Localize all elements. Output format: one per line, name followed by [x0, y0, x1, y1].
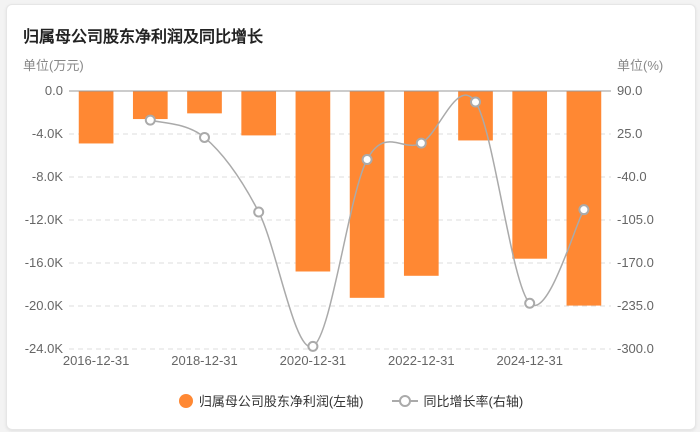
- left-tick-label: -24.0K: [25, 341, 64, 356]
- legend-label: 归属母公司股东净利润(左轴): [198, 394, 364, 409]
- right-tick-label: -300.0: [617, 341, 654, 356]
- bar: [132, 91, 168, 120]
- growth-point: [253, 206, 265, 218]
- x-tick-label: 2020-12-31: [280, 353, 347, 368]
- growth-point: [144, 114, 156, 126]
- left-tick-label: -12.0K: [25, 212, 64, 227]
- growth-point: [307, 340, 319, 352]
- chart-title: 归属母公司股东净利润及同比增长: [23, 29, 264, 46]
- chart-svg: 0.0 90.0 -4.0K 25.0 -8.0K -40.0 -12.0K -105.0 -1…: [25, 83, 654, 368]
- growth-point: [470, 96, 481, 108]
- bar: [295, 91, 331, 272]
- bar: [78, 91, 114, 144]
- bar: [512, 91, 548, 259]
- left-tick-label: -16.0K: [25, 255, 64, 270]
- growth-point: [361, 154, 373, 166]
- growth-point: [578, 204, 590, 216]
- legend-line-swatch-icon: [391, 394, 418, 407]
- right-axis-unit: 单位(%): [617, 58, 664, 73]
- bar: [566, 91, 602, 306]
- growth-point: [199, 131, 210, 143]
- bar: [403, 91, 439, 276]
- x-tick-label: 2024-12-31: [496, 353, 563, 368]
- legend: 归属母公司股东净利润(左轴) 同比增长率(右轴): [7, 391, 695, 410]
- right-tick-label: -40.0: [617, 169, 647, 184]
- x-tick-label: 2022-12-31: [388, 353, 455, 368]
- x-tick-label: 2018-12-31: [171, 353, 238, 368]
- left-axis-unit: 单位(万元): [23, 58, 84, 73]
- legend-label: 同比增长率(右轴): [423, 394, 524, 409]
- right-tick-label: -105.0: [617, 212, 654, 227]
- right-tick-label: 90.0: [617, 83, 642, 98]
- left-tick-label: -4.0K: [32, 126, 63, 141]
- bar: [187, 91, 222, 114]
- growth-point: [415, 137, 427, 149]
- chart-card: 归属母公司股东净利润及同比增长 单位(万元) 单位(%) 0.0 90.0 -4.0…: [6, 4, 696, 430]
- legend-bar-swatch-icon: [178, 393, 193, 408]
- left-tick-label: -20.0K: [25, 298, 64, 313]
- right-tick-label: 25.0: [617, 126, 642, 141]
- bar: [241, 91, 277, 136]
- left-tick-label: -8.0K: [32, 169, 63, 184]
- growth-point: [524, 297, 536, 309]
- left-tick-label: 0.0: [45, 83, 63, 98]
- x-tick-label: 2016-12-31: [63, 353, 130, 368]
- legend-item-profit[interactable]: 归属母公司股东净利润(左轴): [178, 391, 364, 410]
- right-tick-label: -235.0: [617, 298, 654, 313]
- legend-item-growth[interactable]: 同比增长率(右轴): [391, 391, 524, 410]
- right-tick-label: -170.0: [617, 255, 654, 270]
